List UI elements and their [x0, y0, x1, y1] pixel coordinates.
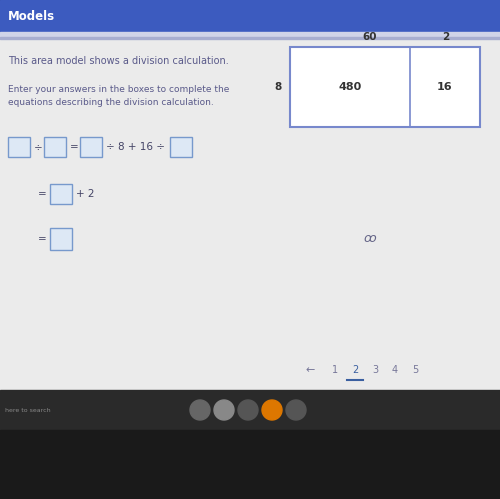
Text: 16: 16: [437, 82, 452, 92]
Text: 60: 60: [362, 32, 377, 42]
Bar: [44, 137, 66, 157]
Bar: [0, 430, 500, 499]
Bar: [0, 32, 500, 37]
Text: 1: 1: [332, 365, 338, 375]
Bar: [0, 390, 500, 430]
Text: This area model shows a division calculation.: This area model shows a division calcula…: [8, 56, 229, 66]
Bar: [290, 47, 480, 127]
Text: equations describing the division calculation.: equations describing the division calcul…: [8, 97, 214, 106]
Bar: [0, 37, 500, 39]
Circle shape: [190, 400, 210, 420]
Bar: [8, 137, 30, 157]
Circle shape: [286, 400, 306, 420]
Bar: [0, 0, 500, 32]
Circle shape: [262, 400, 282, 420]
Circle shape: [238, 400, 258, 420]
Text: 3: 3: [372, 365, 378, 375]
Text: 4: 4: [392, 365, 398, 375]
Bar: [50, 228, 72, 250]
Text: 2: 2: [352, 365, 358, 375]
Circle shape: [214, 400, 234, 420]
Text: 8: 8: [274, 82, 281, 92]
Text: 5: 5: [412, 365, 418, 375]
Text: + 2: + 2: [76, 189, 94, 199]
Text: ←: ←: [306, 365, 314, 375]
Text: Models: Models: [8, 9, 55, 22]
Text: ÷ 8 + 16 ÷: ÷ 8 + 16 ÷: [106, 142, 165, 152]
Text: Enter your answers in the boxes to complete the: Enter your answers in the boxes to compl…: [8, 84, 230, 93]
Bar: [0, 39, 500, 390]
Text: ꝏ: ꝏ: [364, 233, 376, 246]
Bar: [80, 137, 102, 157]
Bar: [50, 184, 72, 204]
Text: here to search: here to search: [5, 408, 51, 413]
Text: =: =: [70, 142, 79, 152]
Text: ÷: ÷: [34, 142, 43, 152]
Text: 2: 2: [442, 32, 450, 42]
Text: =: =: [38, 234, 47, 244]
Bar: [170, 137, 192, 157]
Text: 480: 480: [338, 82, 361, 92]
Text: =: =: [38, 189, 47, 199]
